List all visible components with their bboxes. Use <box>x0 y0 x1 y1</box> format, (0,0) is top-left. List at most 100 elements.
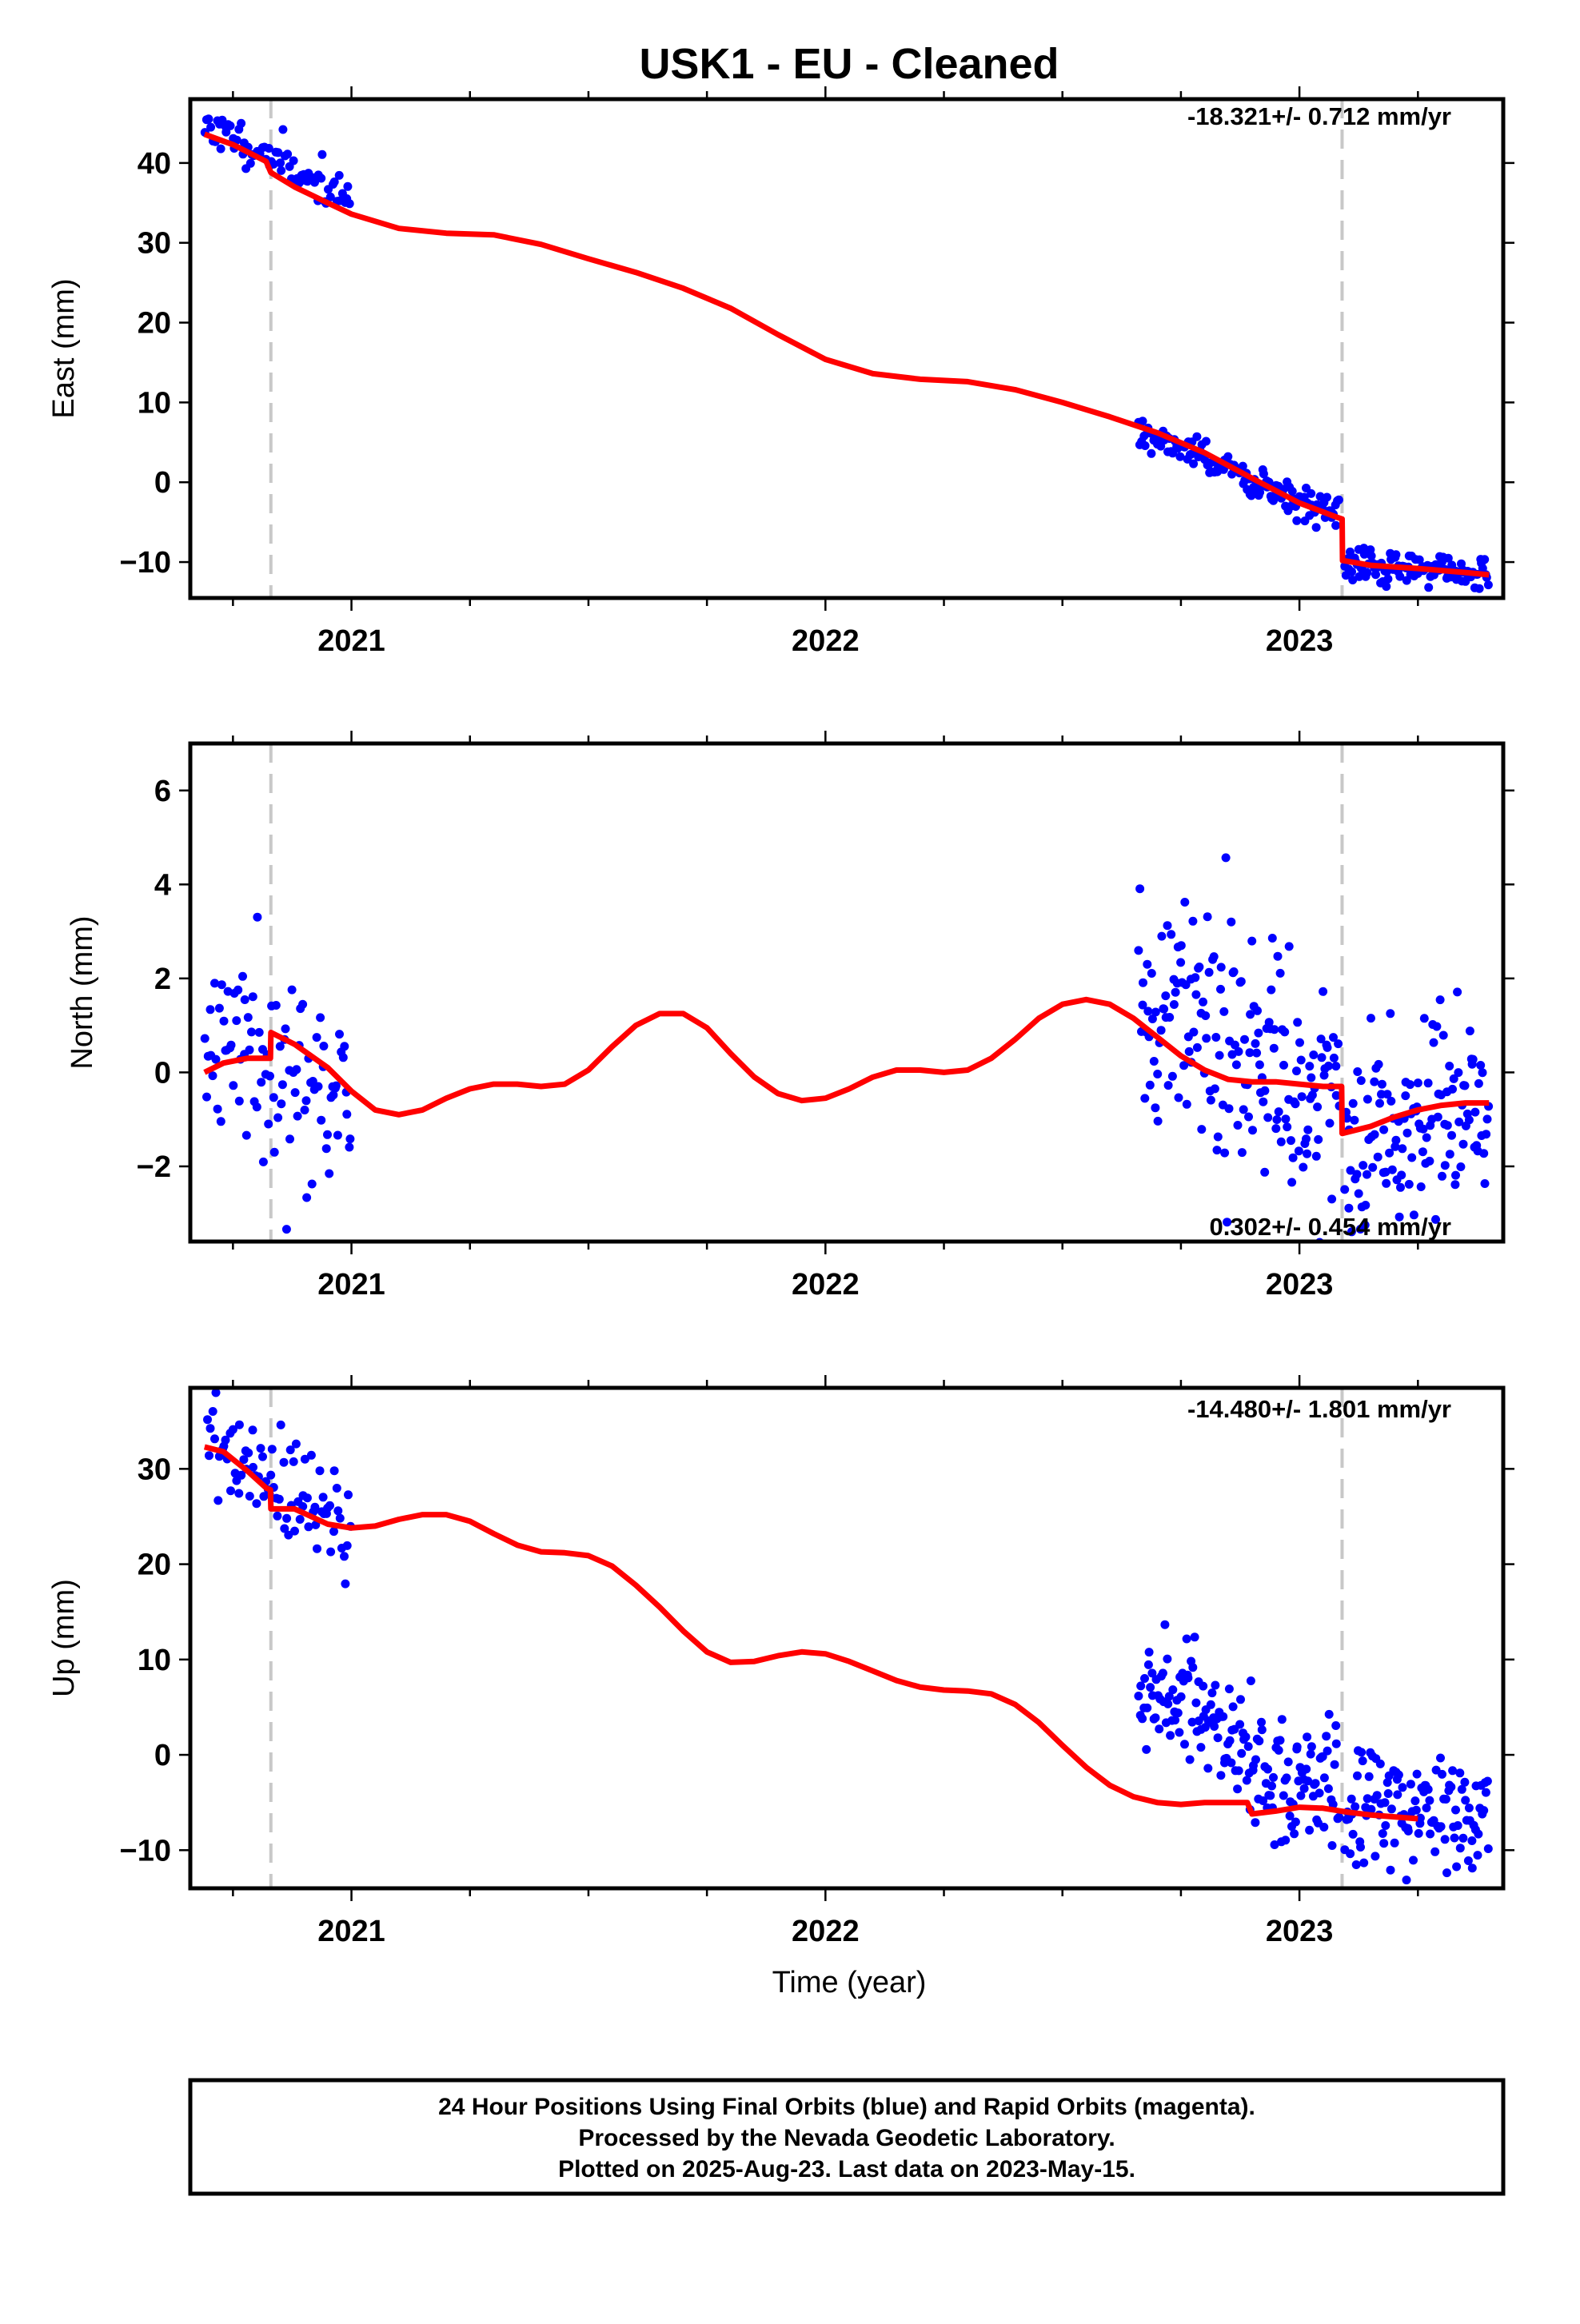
data-point <box>201 1376 209 1385</box>
data-point <box>1430 1847 1440 1856</box>
data-point <box>1219 1007 1229 1016</box>
data-point <box>1334 495 1343 504</box>
data-point <box>1357 1748 1367 1757</box>
data-point <box>1397 1170 1406 1180</box>
data-point <box>1277 1715 1287 1724</box>
data-point <box>1166 1731 1175 1740</box>
data-point <box>1239 1105 1248 1114</box>
data-point <box>1380 1798 1390 1808</box>
data-point <box>1363 1170 1371 1179</box>
data-point <box>1224 1104 1234 1114</box>
data-point <box>1482 1114 1492 1124</box>
data-point <box>214 1003 224 1013</box>
data-point <box>1458 1833 1468 1843</box>
data-point <box>1216 984 1225 994</box>
data-point <box>1442 1121 1452 1130</box>
data-point <box>1279 1060 1288 1070</box>
data-point <box>1350 1115 1359 1125</box>
data-point <box>1371 1852 1380 1861</box>
data-point <box>1463 1856 1473 1865</box>
data-point <box>1394 1770 1403 1780</box>
data-point <box>1422 1804 1431 1812</box>
data-point <box>1151 1007 1160 1017</box>
data-point <box>1288 1153 1298 1162</box>
data-point <box>226 1486 235 1496</box>
data-point <box>1381 1821 1390 1830</box>
data-point <box>1233 1121 1243 1130</box>
y-axis-label: Up (mm) <box>47 1579 81 1697</box>
data-point <box>285 1134 294 1144</box>
data-point <box>1168 1685 1178 1695</box>
data-point <box>1225 1736 1235 1745</box>
data-point <box>1398 1783 1407 1792</box>
data-point <box>329 1466 339 1476</box>
data-point <box>1151 1713 1160 1723</box>
data-point <box>1299 1784 1309 1793</box>
data-point <box>1455 1844 1465 1853</box>
data-point <box>1322 1732 1331 1741</box>
data-point <box>1134 946 1143 955</box>
data-point <box>1340 1185 1350 1194</box>
data-point <box>1203 1764 1213 1773</box>
data-point <box>1241 1732 1251 1742</box>
data-point <box>1331 1721 1341 1730</box>
data-point <box>239 1455 249 1465</box>
data-point <box>304 1522 313 1532</box>
data-point <box>217 980 226 990</box>
data-point <box>1323 1746 1332 1756</box>
data-point <box>1386 1096 1396 1106</box>
data-point <box>1330 1760 1339 1769</box>
data-point <box>1275 1736 1285 1745</box>
data-point <box>1223 452 1233 461</box>
data-point <box>1180 898 1190 907</box>
data-point <box>290 1088 300 1098</box>
data-point <box>343 181 353 191</box>
data-point <box>1243 1742 1253 1752</box>
data-point <box>1435 995 1445 1005</box>
y-tick-label: −10 <box>120 546 171 580</box>
data-point <box>1319 1823 1329 1832</box>
data-point <box>1271 1124 1281 1134</box>
data-point <box>1379 1125 1389 1134</box>
data-point <box>1483 580 1493 590</box>
y-tick-label: 10 <box>138 386 171 420</box>
data-point <box>1134 1692 1143 1700</box>
data-point <box>1347 1227 1356 1237</box>
data-point <box>1347 1794 1356 1804</box>
model-fit-line <box>203 131 1490 578</box>
data-point <box>1197 1125 1207 1134</box>
data-point <box>213 1496 223 1505</box>
data-point <box>1409 1856 1418 1865</box>
data-point <box>1324 1061 1333 1070</box>
data-point <box>266 1470 276 1480</box>
data-point <box>1368 1162 1378 1172</box>
data-point <box>1163 1081 1173 1090</box>
data-point <box>1213 1733 1223 1743</box>
data-point <box>264 144 273 153</box>
data-point <box>1456 1162 1466 1171</box>
data-point <box>277 1099 286 1109</box>
data-point <box>1395 572 1405 581</box>
data-point <box>1155 1724 1164 1734</box>
data-point <box>1382 1778 1392 1788</box>
data-point <box>1432 1022 1442 1031</box>
data-point <box>1283 1757 1293 1767</box>
data-point <box>211 1054 221 1064</box>
data-point <box>1373 1152 1382 1162</box>
data-point <box>1470 1107 1480 1117</box>
data-point <box>1135 884 1145 894</box>
data-point <box>1191 973 1200 983</box>
data-point <box>313 1082 323 1091</box>
data-point <box>1234 1766 1243 1776</box>
data-point <box>1348 576 1358 584</box>
data-point <box>1383 1789 1393 1798</box>
data-point <box>1297 1092 1307 1102</box>
data-point <box>1359 1161 1368 1170</box>
data-point <box>1467 1864 1477 1873</box>
data-point <box>329 1527 338 1537</box>
data-point <box>1235 1720 1245 1729</box>
data-point <box>1176 1692 1186 1701</box>
data-point <box>1246 1676 1255 1685</box>
data-point <box>1348 1829 1358 1839</box>
data-point <box>1242 1776 1251 1785</box>
